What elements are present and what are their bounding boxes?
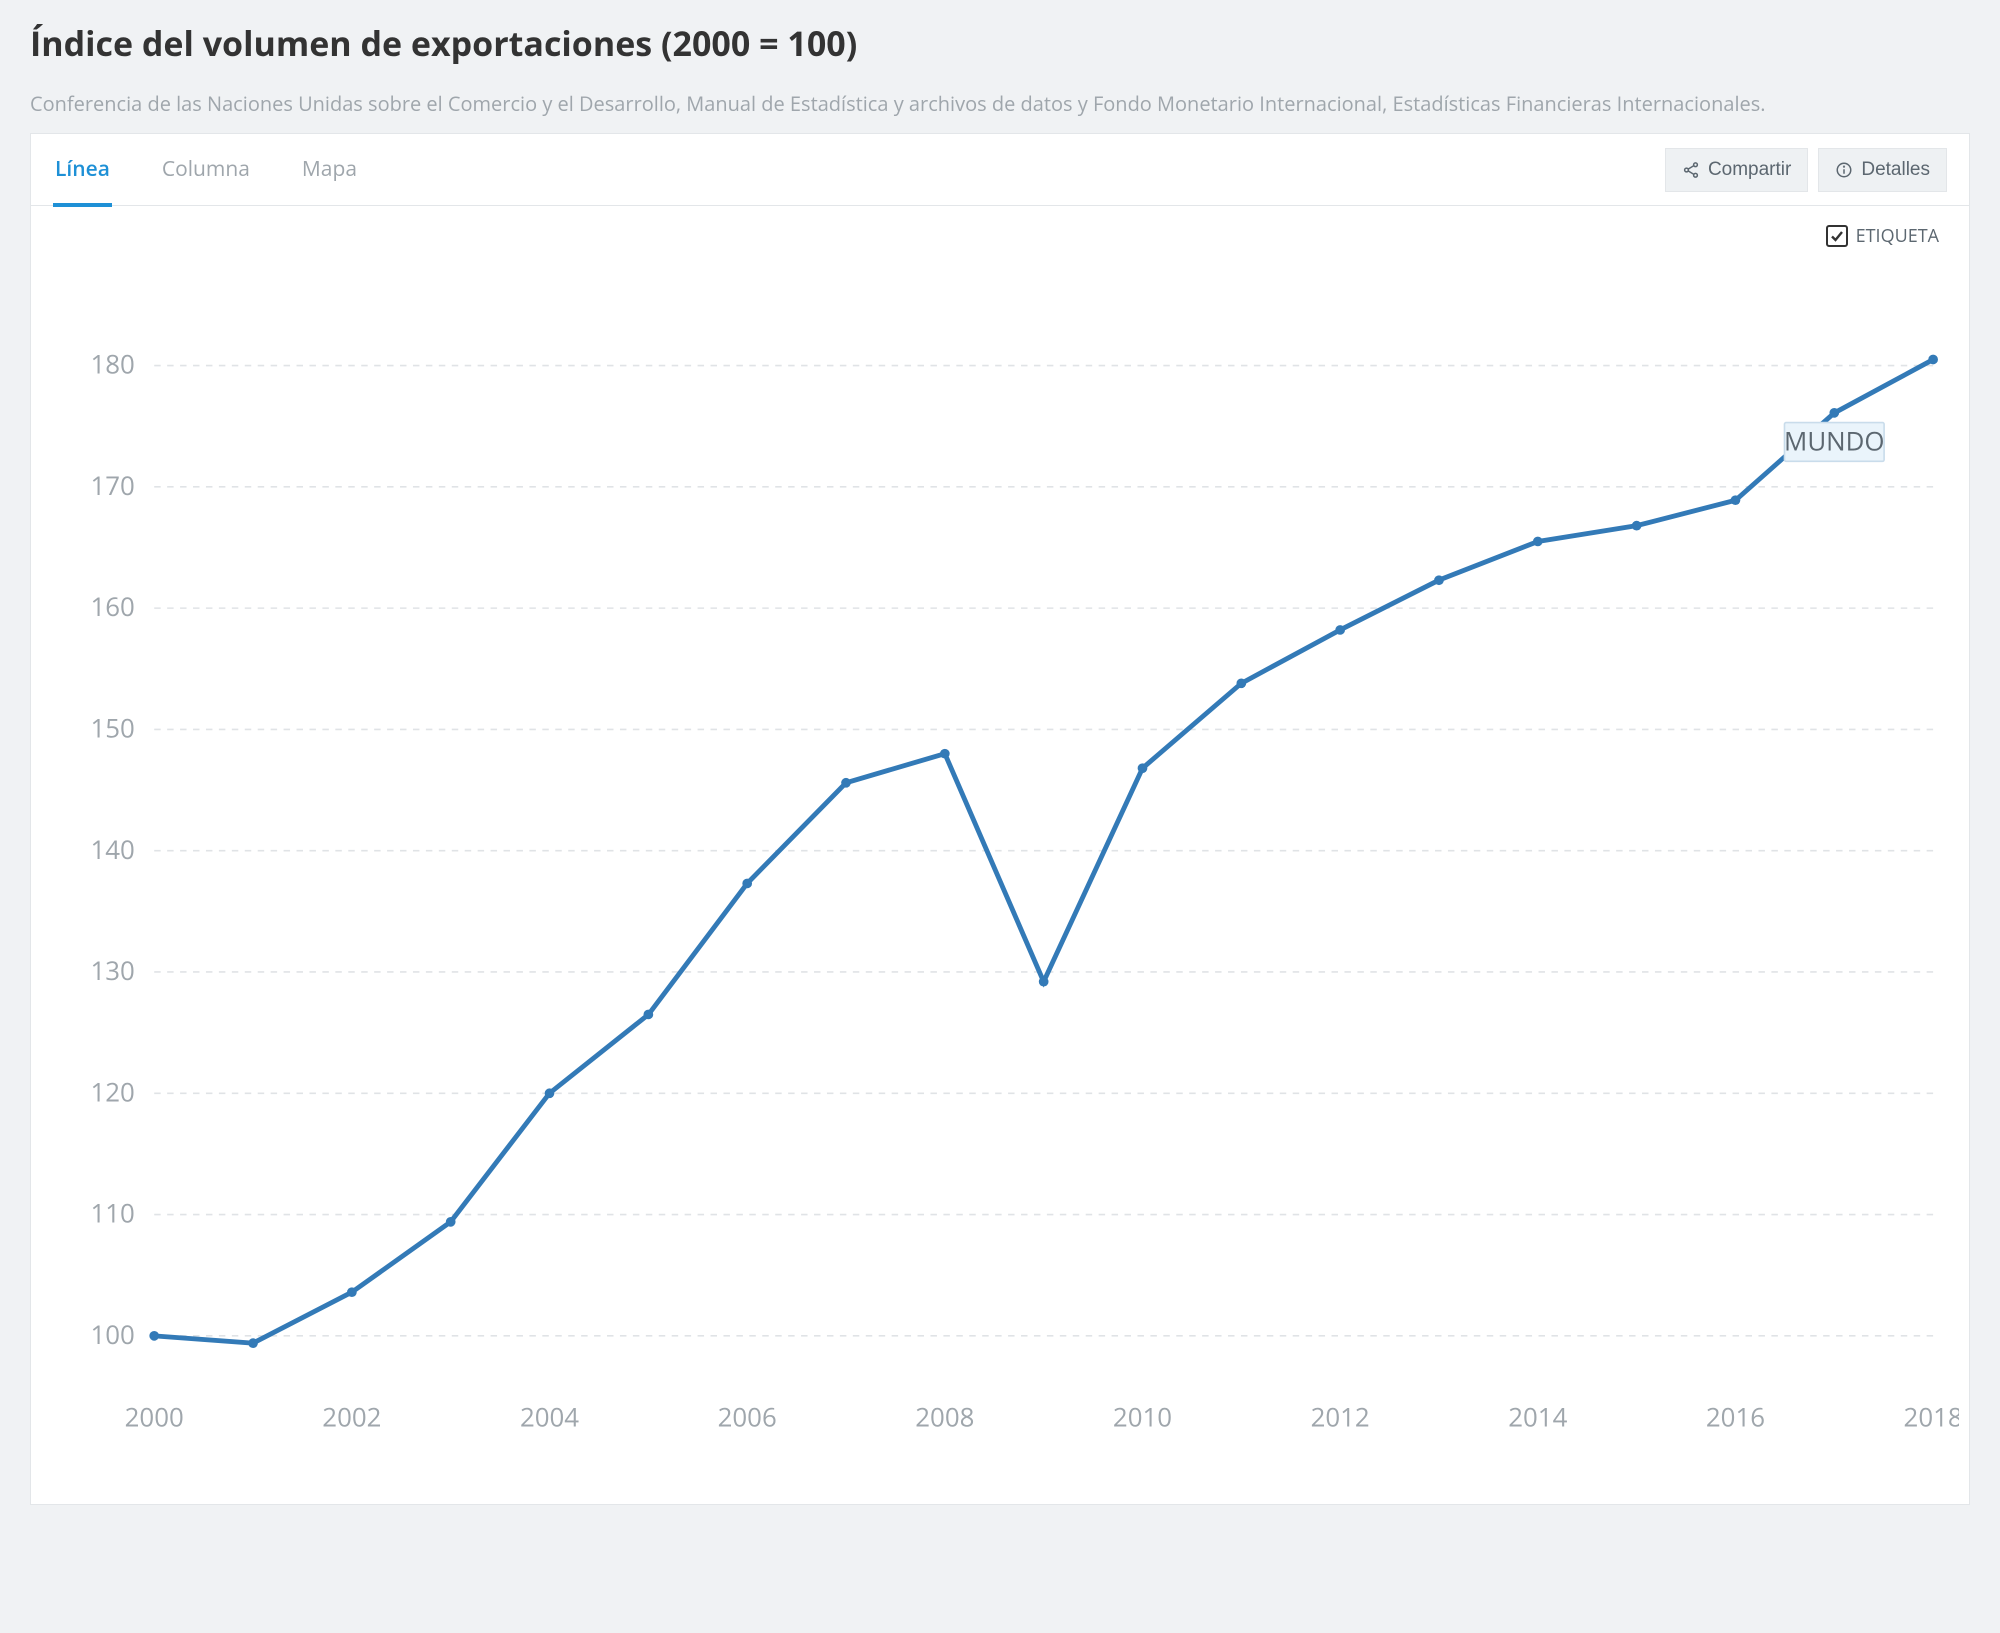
label-toggle-checkbox[interactable] [1826, 225, 1848, 247]
share-icon [1682, 161, 1700, 179]
svg-text:130: 130 [90, 952, 134, 988]
svg-text:2014: 2014 [1508, 1398, 1567, 1434]
svg-text:MUNDO: MUNDO [1784, 422, 1884, 458]
tab-mapa[interactable]: Mapa [300, 133, 359, 207]
toolbar-buttons: Compartir Detalles [1665, 148, 1947, 192]
checkmark-icon [1829, 228, 1845, 244]
svg-text:100: 100 [90, 1316, 134, 1352]
svg-text:2016: 2016 [1706, 1398, 1765, 1434]
svg-text:120: 120 [90, 1073, 134, 1109]
svg-text:180: 180 [90, 346, 134, 382]
page-title: Índice del volumen de exportaciones (200… [30, 20, 1970, 66]
svg-text:2012: 2012 [1311, 1398, 1370, 1434]
chart-type-tabs: Línea Columna Mapa [53, 133, 1665, 207]
tab-linea[interactable]: Línea [53, 133, 112, 207]
svg-text:150: 150 [90, 710, 134, 746]
svg-text:2008: 2008 [915, 1398, 974, 1434]
svg-text:110: 110 [90, 1195, 134, 1231]
info-icon [1835, 161, 1853, 179]
details-button[interactable]: Detalles [1818, 148, 1947, 192]
svg-text:140: 140 [90, 831, 134, 867]
label-toggle-text: ETIQUETA [1856, 224, 1939, 248]
svg-text:170: 170 [90, 467, 134, 503]
chart-panel: Línea Columna Mapa Compartir Detalles [30, 133, 1970, 1505]
details-button-label: Detalles [1861, 159, 1930, 181]
svg-text:2010: 2010 [1113, 1398, 1172, 1434]
svg-text:2000: 2000 [125, 1398, 184, 1434]
svg-text:2006: 2006 [718, 1398, 777, 1434]
chart-area: ETIQUETA 100 110 120 130 140 150 160 170 180 200… [31, 206, 1969, 1504]
share-button[interactable]: Compartir [1665, 148, 1808, 192]
svg-text:2004: 2004 [520, 1398, 579, 1434]
tab-columna[interactable]: Columna [160, 133, 252, 207]
svg-text:160: 160 [90, 588, 134, 624]
share-button-label: Compartir [1708, 159, 1791, 181]
toolbar: Línea Columna Mapa Compartir Detalles [31, 134, 1969, 206]
svg-text:2002: 2002 [322, 1398, 381, 1434]
line-chart: 100 110 120 130 140 150 160 170 180 2000 2002 2004… [41, 220, 1959, 1481]
page-subtitle: Conferencia de las Naciones Unidas sobre… [30, 88, 1970, 119]
svg-text:2018: 2018 [1904, 1398, 1959, 1434]
label-toggle[interactable]: ETIQUETA [1826, 224, 1939, 248]
